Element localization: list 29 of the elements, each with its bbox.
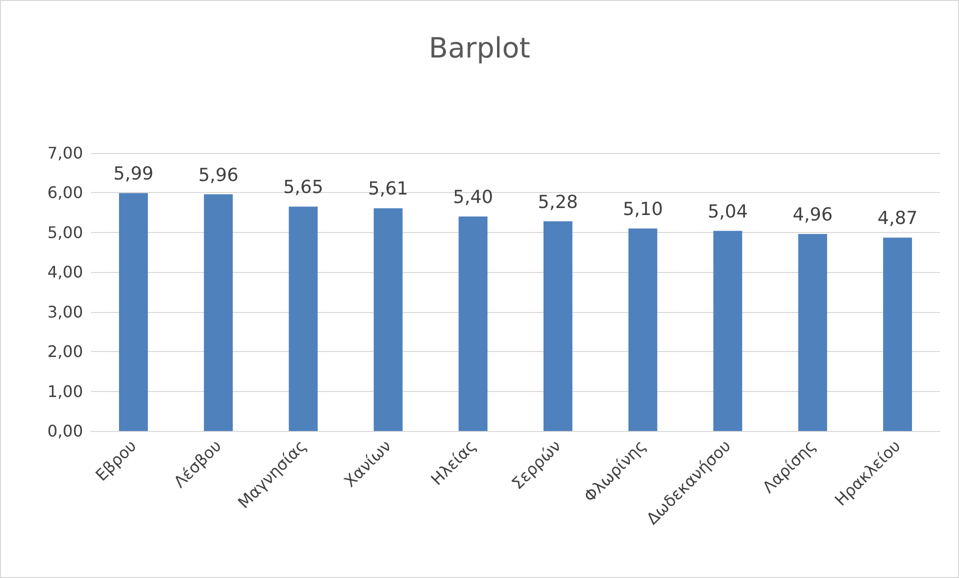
bar — [374, 208, 403, 431]
y-tick-label: 7,00 — [47, 144, 83, 162]
data-label: 5,96 — [198, 164, 238, 186]
bar — [288, 206, 318, 431]
bar — [119, 193, 148, 431]
y-tick-label: 1,00 — [47, 382, 83, 401]
data-label: 5,99 — [113, 164, 154, 185]
data-label: 5,28 — [538, 192, 578, 213]
data-label: 4,87 — [878, 208, 918, 230]
y-tick-label: 0,00 — [47, 422, 83, 440]
bar — [458, 216, 488, 431]
y-tick-label: 2,00 — [47, 342, 83, 362]
y-tick-label: 3,00 — [47, 302, 83, 322]
bar — [713, 230, 742, 431]
data-label: 5,10 — [622, 198, 663, 220]
data-label: 5,61 — [368, 178, 408, 200]
bar — [883, 238, 912, 431]
chart-title: Barplot — [428, 32, 530, 64]
data-label: 5,40 — [453, 187, 494, 208]
bar — [628, 228, 658, 431]
data-label: 5,65 — [283, 177, 324, 198]
y-tick-label: 4,00 — [47, 262, 83, 282]
bar — [204, 194, 233, 431]
data-label: 5,04 — [708, 201, 748, 222]
bar — [544, 221, 572, 431]
y-tick-label: 5,00 — [47, 222, 83, 242]
bar — [798, 234, 828, 431]
y-tick-label: 6,00 — [47, 183, 83, 202]
data-label: 4,96 — [792, 204, 833, 226]
